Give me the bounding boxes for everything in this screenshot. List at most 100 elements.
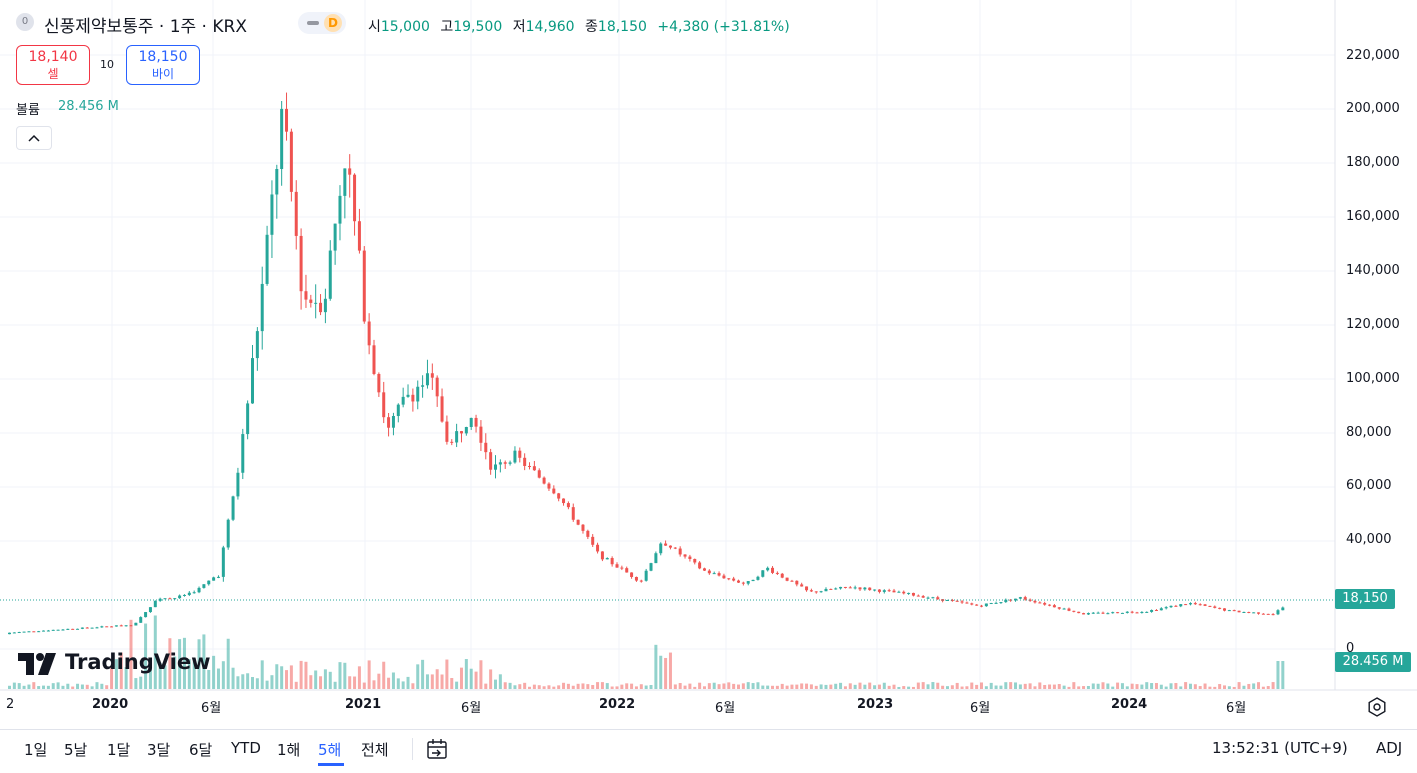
candle-body (902, 591, 906, 594)
candle-body (391, 415, 395, 428)
volume-bar (173, 656, 177, 689)
timezone-clock[interactable]: 13:52:31 (UTC+9) (1212, 739, 1348, 757)
price-axis-label: 200,000 (1346, 101, 1400, 116)
candle-body (508, 462, 512, 464)
price-chart[interactable] (0, 0, 1417, 730)
volume-bar (1009, 682, 1013, 689)
candle-body (911, 592, 915, 596)
volume-bar (1198, 686, 1202, 689)
candle-body (1057, 607, 1061, 609)
candle-body (698, 562, 702, 569)
candle-body (834, 588, 838, 590)
collapse-legend-button[interactable] (16, 126, 52, 150)
candle-body (1208, 605, 1212, 607)
range-button[interactable]: 6달 (189, 741, 213, 759)
candle-body (639, 580, 643, 582)
adjustment-toggle[interactable]: ADJ (1376, 739, 1403, 757)
candle-body (809, 590, 813, 592)
sell-label: 셀 (47, 67, 59, 81)
candle-body (95, 627, 99, 629)
candle-body (1009, 599, 1013, 601)
range-button[interactable]: 1해 (277, 741, 301, 759)
volume-bar (357, 666, 361, 689)
volume-bar (907, 686, 911, 689)
candle-body (153, 600, 157, 608)
volume-bar (396, 678, 400, 689)
market-status-pill[interactable]: D (298, 12, 346, 34)
buy-label: 바이 (151, 67, 175, 81)
volume-bar (46, 685, 50, 689)
volume-bar (66, 683, 70, 689)
range-button[interactable]: 5날 (64, 741, 88, 759)
candle-body (1125, 611, 1129, 613)
candle-body (839, 586, 843, 589)
volume-bar (377, 673, 381, 689)
candle-body (80, 627, 84, 629)
candle-body (1252, 612, 1256, 614)
volume-bar (1223, 685, 1226, 689)
range-button[interactable]: 5해 (318, 741, 342, 759)
volume-bar (85, 684, 89, 689)
volume-bar (226, 638, 230, 689)
candle-body (931, 597, 935, 599)
sell-button[interactable]: 18,140 셀 (16, 45, 90, 85)
volume-bar (192, 661, 196, 689)
axis-settings-icon[interactable] (1367, 697, 1387, 717)
volume-bar (1043, 684, 1047, 689)
volume-bar (737, 684, 740, 689)
volume-bar (746, 682, 750, 689)
candle-body (1116, 612, 1120, 614)
volume-bar (129, 619, 133, 689)
volume-bar (294, 681, 298, 689)
volume-bar (1096, 683, 1100, 689)
volume-bar (333, 681, 337, 689)
volume-bar (547, 685, 551, 689)
candle-body (688, 556, 692, 559)
volume-bar (435, 669, 439, 689)
volume-bar (168, 638, 172, 689)
buy-button[interactable]: 18,150 바이 (126, 45, 200, 85)
candle-body (372, 345, 376, 374)
candle-body (110, 626, 114, 628)
range-button[interactable]: YTD (231, 739, 261, 757)
symbol-title[interactable]: 신풍제약보통주 · 1주 · KRX (44, 17, 247, 37)
candle-body (1213, 606, 1217, 608)
candle-body (1198, 604, 1202, 606)
go-to-date-calendar-icon[interactable] (425, 737, 449, 761)
volume-bar (182, 637, 186, 689)
delayed-data-badge[interactable]: D (324, 14, 342, 32)
price-axis-label: 220,000 (1346, 48, 1400, 63)
candle-body (158, 598, 162, 601)
volume-bar (411, 683, 415, 689)
candle-body (66, 628, 70, 630)
toolbar-divider (412, 738, 413, 760)
candle-body (182, 594, 186, 596)
candle-body (1169, 605, 1173, 608)
symbol-logo-icon[interactable]: 0 (16, 13, 34, 31)
range-button[interactable]: 1달 (107, 741, 131, 759)
open-label: 시 (368, 19, 381, 35)
candle-body (853, 587, 857, 589)
candle-body (314, 302, 318, 304)
range-button[interactable]: 1일 (24, 741, 48, 759)
candle-body (693, 558, 697, 563)
candle-body (187, 592, 191, 595)
candle-body (654, 553, 658, 564)
volume-bar (902, 686, 906, 689)
candle-body (1247, 612, 1251, 614)
bottom-toolbar (0, 729, 1417, 773)
candle-body (605, 558, 609, 560)
price-axis-label: 160,000 (1346, 209, 1400, 224)
volume-bar (771, 685, 775, 689)
volume-bar (829, 684, 833, 689)
volume-bar (848, 683, 852, 689)
range-button[interactable]: 전체 (361, 741, 389, 759)
candle-body (1193, 603, 1197, 605)
candle-body (289, 131, 293, 192)
volume-bar (221, 661, 225, 689)
volume-bar (1164, 686, 1168, 689)
volume-bar (916, 682, 920, 689)
candle-body (319, 302, 323, 313)
volume-bar (688, 683, 692, 689)
range-button[interactable]: 3달 (147, 741, 171, 759)
